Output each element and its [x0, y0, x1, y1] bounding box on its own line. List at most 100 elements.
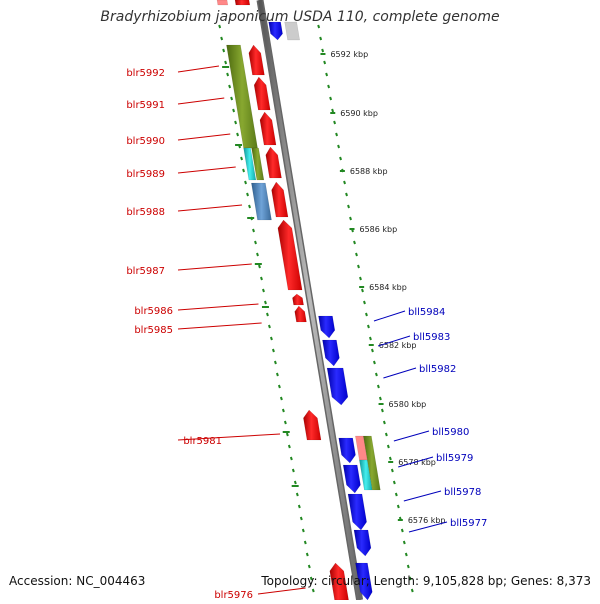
scale-tick-label: 6582 kbp	[379, 341, 417, 350]
right-ruler-dot	[359, 276, 362, 281]
gene-label-left: blr5981	[183, 436, 222, 447]
left-ruler-dot	[301, 528, 305, 533]
scale-tick-label: 6578 kbp	[398, 458, 436, 467]
left-ruler-dot	[297, 504, 301, 509]
left-ruler-dot	[234, 120, 238, 125]
left-label-leader	[177, 433, 281, 441]
left-ruler-dot	[269, 336, 273, 341]
left-ruler-dot	[262, 288, 265, 293]
reverse-gene-arrow	[268, 21, 283, 41]
right-ruler-dot	[353, 240, 356, 245]
left-ruler-dot	[244, 180, 247, 185]
right-ruler-dot	[321, 48, 325, 53]
right-ruler-dot	[367, 324, 370, 329]
gene-label-left: blr5985	[134, 325, 173, 336]
left-ruler-dot	[254, 240, 257, 245]
forward-gene-arrow	[303, 409, 322, 441]
right-ruler-dot	[325, 72, 329, 77]
right-ruler-dot	[402, 540, 406, 545]
forward-gene-arrow	[248, 44, 265, 76]
right-ruler-dot	[323, 60, 327, 65]
right-ruler-dot	[327, 84, 331, 89]
left-ruler-dot	[279, 396, 283, 401]
right-ruler-dot	[337, 144, 341, 149]
right-label-leader	[377, 335, 411, 347]
right-ruler-dot	[319, 36, 323, 41]
right-ruler-dot	[382, 420, 386, 425]
gene-label-right: bll5984	[408, 307, 445, 318]
left-ruler-dot	[289, 456, 293, 461]
scale-tick-label: 6586 kbp	[360, 225, 398, 234]
forward-gene-arrow	[277, 219, 303, 291]
forward-gene-arrow	[271, 181, 289, 218]
ruler-layer	[218, 24, 414, 593]
right-ruler-dot	[329, 96, 333, 101]
left-label-leader	[177, 166, 236, 174]
right-ruler-dot	[331, 108, 335, 113]
right-ruler-dot	[408, 576, 412, 581]
feature-pink	[216, 0, 229, 6]
left-ruler-dot	[266, 312, 269, 317]
right-label-leader	[393, 430, 430, 442]
scale-tick-label: 6588 kbp	[350, 167, 388, 176]
left-label-leader	[177, 303, 259, 311]
left-ruler-dot	[252, 228, 255, 233]
gene-label-left: blr5989	[126, 169, 165, 180]
forward-gene-arrow	[292, 293, 304, 306]
right-label-leader	[408, 521, 448, 533]
right-ruler-dot	[396, 504, 400, 509]
right-ruler-dot	[386, 444, 390, 449]
gene-label-right: bll5977	[450, 518, 487, 529]
reverse-gene-arrow	[353, 529, 372, 557]
left-ruler-dot	[222, 48, 226, 53]
reverse-gene-arrow	[342, 464, 361, 494]
reverse-gene-arrow	[326, 367, 349, 406]
left-ruler-dot	[242, 168, 246, 173]
gene-label-right: bll5978	[444, 487, 481, 498]
left-ruler-dot	[230, 96, 234, 101]
right-ruler-dot	[404, 552, 408, 557]
forward-gene-arrow	[253, 76, 271, 111]
left-ruler-dot	[273, 360, 277, 365]
right-ruler-dot	[378, 396, 382, 401]
feature-cyan	[243, 147, 257, 181]
left-ruler-dot	[248, 204, 251, 209]
right-ruler-dot	[363, 300, 366, 305]
left-ruler-dot	[256, 252, 259, 257]
left-ruler-dot	[228, 84, 232, 89]
right-ruler-dot	[370, 348, 374, 353]
left-ruler-dot	[226, 72, 230, 77]
left-ruler-dot	[271, 348, 275, 353]
feature-olive	[251, 147, 265, 181]
gene-label-right: bll5979	[436, 453, 473, 464]
left-label-leader	[177, 97, 225, 105]
gene-label-left: blr5976	[214, 590, 253, 600]
scale-tick-label: 6576 kbp	[408, 516, 446, 525]
left-ruler-dot	[240, 156, 244, 161]
left-ruler-dot	[311, 588, 315, 593]
forward-gene-arrow	[265, 146, 282, 179]
gene-label-left: blr5986	[134, 306, 173, 317]
left-ruler-dot	[268, 324, 271, 329]
left-ruler-dot	[232, 108, 236, 113]
gene-label-left: blr5987	[126, 266, 165, 277]
axis-line-highlight	[258, 0, 362, 601]
left-ruler-dot	[283, 420, 287, 425]
genome-axis	[256, 0, 364, 601]
left-ruler-dot	[299, 516, 303, 521]
right-ruler-dot	[347, 204, 350, 209]
gene-label-right: bll5983	[413, 332, 450, 343]
right-ruler-dot	[392, 480, 396, 485]
left-ruler-dot	[287, 444, 291, 449]
left-ruler-dot	[218, 24, 222, 29]
left-label-leader	[177, 65, 220, 73]
reverse-gene-arrow	[322, 339, 340, 367]
right-ruler-dot	[384, 432, 388, 437]
left-ruler-dot	[293, 480, 297, 485]
scale-tick-label: 6580 kbp	[389, 400, 427, 409]
forward-gene-arrow	[294, 305, 307, 323]
right-ruler-dot	[317, 24, 321, 29]
right-ruler-dot	[394, 492, 398, 497]
gene-label-right: bll5982	[419, 364, 456, 375]
